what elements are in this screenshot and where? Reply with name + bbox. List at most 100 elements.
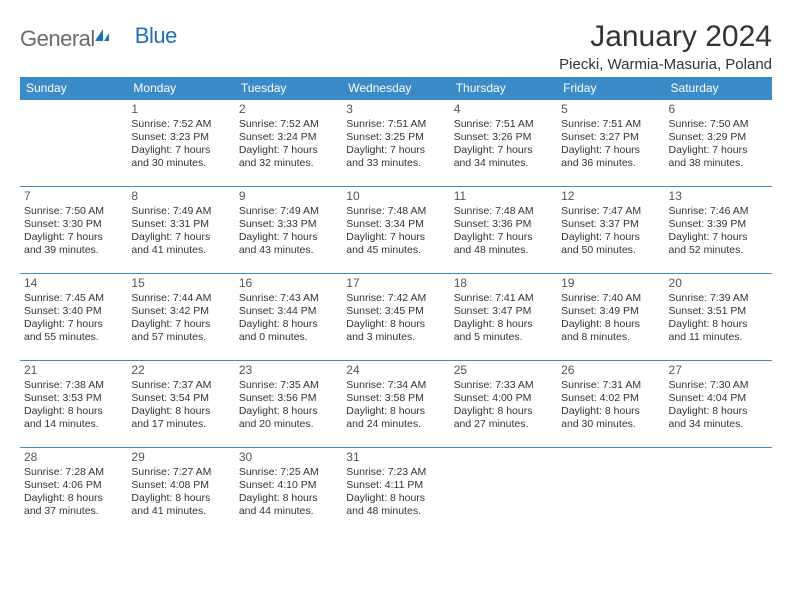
daylight-line: Daylight: 8 hours <box>669 318 768 331</box>
calendar-day-cell: 3Sunrise: 7:51 AMSunset: 3:25 PMDaylight… <box>342 100 449 187</box>
sunset-line: Sunset: 4:10 PM <box>239 479 338 492</box>
sunrise-line: Sunrise: 7:43 AM <box>239 292 338 305</box>
daylight-line: Daylight: 8 hours <box>346 492 445 505</box>
day-number: 27 <box>669 363 768 378</box>
daylight-line: Daylight: 8 hours <box>454 318 553 331</box>
sunset-line: Sunset: 3:47 PM <box>454 305 553 318</box>
daylight-line: and 30 minutes. <box>131 157 230 170</box>
calendar-day-cell: 28Sunrise: 7:28 AMSunset: 4:06 PMDayligh… <box>20 448 127 535</box>
daylight-line: and 43 minutes. <box>239 244 338 257</box>
calendar-day-cell: 1Sunrise: 7:52 AMSunset: 3:23 PMDaylight… <box>127 100 234 187</box>
weekday-header: Saturday <box>665 77 772 100</box>
daylight-line: and 38 minutes. <box>669 157 768 170</box>
calendar-day-cell: 8Sunrise: 7:49 AMSunset: 3:31 PMDaylight… <box>127 187 234 274</box>
daylight-line: and 41 minutes. <box>131 505 230 518</box>
sunset-line: Sunset: 3:23 PM <box>131 131 230 144</box>
sunset-line: Sunset: 4:11 PM <box>346 479 445 492</box>
day-number: 5 <box>561 102 660 117</box>
daylight-line: and 37 minutes. <box>24 505 123 518</box>
calendar-week-row: 14Sunrise: 7:45 AMSunset: 3:40 PMDayligh… <box>20 274 772 361</box>
calendar-day-cell: 23Sunrise: 7:35 AMSunset: 3:56 PMDayligh… <box>235 361 342 448</box>
weekday-header: Wednesday <box>342 77 449 100</box>
calendar-day-cell: 30Sunrise: 7:25 AMSunset: 4:10 PMDayligh… <box>235 448 342 535</box>
sunrise-line: Sunrise: 7:50 AM <box>24 205 123 218</box>
sunrise-line: Sunrise: 7:35 AM <box>239 379 338 392</box>
daylight-line: Daylight: 7 hours <box>454 231 553 244</box>
daylight-line: and 11 minutes. <box>669 331 768 344</box>
sunset-line: Sunset: 3:53 PM <box>24 392 123 405</box>
sunset-line: Sunset: 3:45 PM <box>346 305 445 318</box>
sunrise-line: Sunrise: 7:38 AM <box>24 379 123 392</box>
calendar-week-row: 1Sunrise: 7:52 AMSunset: 3:23 PMDaylight… <box>20 100 772 187</box>
daylight-line: Daylight: 8 hours <box>346 405 445 418</box>
sunrise-line: Sunrise: 7:42 AM <box>346 292 445 305</box>
calendar-day-cell: 5Sunrise: 7:51 AMSunset: 3:27 PMDaylight… <box>557 100 664 187</box>
calendar-day-cell: 13Sunrise: 7:46 AMSunset: 3:39 PMDayligh… <box>665 187 772 274</box>
daylight-line: Daylight: 7 hours <box>24 318 123 331</box>
sunset-line: Sunset: 4:08 PM <box>131 479 230 492</box>
calendar-day-cell: 26Sunrise: 7:31 AMSunset: 4:02 PMDayligh… <box>557 361 664 448</box>
daylight-line: Daylight: 8 hours <box>561 405 660 418</box>
daylight-line: Daylight: 7 hours <box>561 144 660 157</box>
day-number: 29 <box>131 450 230 465</box>
daylight-line: and 45 minutes. <box>346 244 445 257</box>
daylight-line: and 14 minutes. <box>24 418 123 431</box>
calendar-day-cell: 18Sunrise: 7:41 AMSunset: 3:47 PMDayligh… <box>450 274 557 361</box>
weekday-header: Monday <box>127 77 234 100</box>
weekday-header: Friday <box>557 77 664 100</box>
calendar-day-cell: 19Sunrise: 7:40 AMSunset: 3:49 PMDayligh… <box>557 274 664 361</box>
day-number: 4 <box>454 102 553 117</box>
sunrise-line: Sunrise: 7:47 AM <box>561 205 660 218</box>
sunset-line: Sunset: 3:39 PM <box>669 218 768 231</box>
sunset-line: Sunset: 3:56 PM <box>239 392 338 405</box>
daylight-line: Daylight: 7 hours <box>131 144 230 157</box>
daylight-line: and 20 minutes. <box>239 418 338 431</box>
sunset-line: Sunset: 3:29 PM <box>669 131 768 144</box>
daylight-line: and 41 minutes. <box>131 244 230 257</box>
daylight-line: Daylight: 8 hours <box>239 405 338 418</box>
calendar-header: Sunday Monday Tuesday Wednesday Thursday… <box>20 77 772 100</box>
daylight-line: Daylight: 7 hours <box>561 231 660 244</box>
day-number: 3 <box>346 102 445 117</box>
calendar-day-cell <box>450 448 557 535</box>
daylight-line: Daylight: 8 hours <box>561 318 660 331</box>
calendar-day-cell: 31Sunrise: 7:23 AMSunset: 4:11 PMDayligh… <box>342 448 449 535</box>
daylight-line: Daylight: 7 hours <box>239 231 338 244</box>
sunset-line: Sunset: 3:31 PM <box>131 218 230 231</box>
sunset-line: Sunset: 3:37 PM <box>561 218 660 231</box>
day-number: 26 <box>561 363 660 378</box>
calendar-day-cell: 11Sunrise: 7:48 AMSunset: 3:36 PMDayligh… <box>450 187 557 274</box>
sunrise-line: Sunrise: 7:23 AM <box>346 466 445 479</box>
daylight-line: Daylight: 7 hours <box>669 231 768 244</box>
daylight-line: and 30 minutes. <box>561 418 660 431</box>
sunrise-line: Sunrise: 7:28 AM <box>24 466 123 479</box>
sunset-line: Sunset: 3:26 PM <box>454 131 553 144</box>
calendar-day-cell <box>20 100 127 187</box>
sunset-line: Sunset: 3:30 PM <box>24 218 123 231</box>
day-number: 9 <box>239 189 338 204</box>
daylight-line: Daylight: 8 hours <box>24 405 123 418</box>
sunrise-line: Sunrise: 7:39 AM <box>669 292 768 305</box>
daylight-line: Daylight: 8 hours <box>131 492 230 505</box>
day-number: 14 <box>24 276 123 291</box>
daylight-line: and 24 minutes. <box>346 418 445 431</box>
calendar-week-row: 28Sunrise: 7:28 AMSunset: 4:06 PMDayligh… <box>20 448 772 535</box>
calendar-week-row: 7Sunrise: 7:50 AMSunset: 3:30 PMDaylight… <box>20 187 772 274</box>
calendar-day-cell: 22Sunrise: 7:37 AMSunset: 3:54 PMDayligh… <box>127 361 234 448</box>
daylight-line: and 44 minutes. <box>239 505 338 518</box>
calendar-day-cell: 9Sunrise: 7:49 AMSunset: 3:33 PMDaylight… <box>235 187 342 274</box>
daylight-line: Daylight: 7 hours <box>346 231 445 244</box>
daylight-line: Daylight: 8 hours <box>346 318 445 331</box>
sunset-line: Sunset: 3:49 PM <box>561 305 660 318</box>
day-number: 20 <box>669 276 768 291</box>
calendar-day-cell: 24Sunrise: 7:34 AMSunset: 3:58 PMDayligh… <box>342 361 449 448</box>
daylight-line: and 57 minutes. <box>131 331 230 344</box>
sunset-line: Sunset: 4:04 PM <box>669 392 768 405</box>
day-number: 15 <box>131 276 230 291</box>
sunset-line: Sunset: 3:54 PM <box>131 392 230 405</box>
sunrise-line: Sunrise: 7:44 AM <box>131 292 230 305</box>
day-number: 28 <box>24 450 123 465</box>
sunset-line: Sunset: 3:36 PM <box>454 218 553 231</box>
sunset-line: Sunset: 3:33 PM <box>239 218 338 231</box>
weekday-header: Sunday <box>20 77 127 100</box>
